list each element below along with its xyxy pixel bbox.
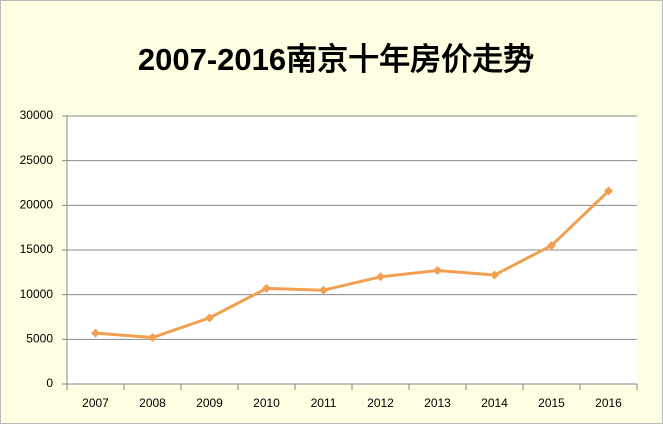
x-tick-label: 2010 xyxy=(253,396,280,410)
y-tick-label: 25000 xyxy=(20,153,54,167)
x-tick-label: 2011 xyxy=(311,396,337,410)
marker xyxy=(604,186,613,196)
marker xyxy=(148,333,157,343)
x-tick-label: 2008 xyxy=(139,396,166,410)
y-tick-label: 30000 xyxy=(20,108,54,122)
marker xyxy=(319,285,328,295)
marker xyxy=(205,313,214,323)
y-tick-label: 5000 xyxy=(26,332,53,346)
marker xyxy=(433,266,442,276)
marker xyxy=(490,270,499,280)
x-tick-label: 2016 xyxy=(595,396,622,410)
marker xyxy=(91,328,100,338)
x-tick-label: 2014 xyxy=(481,396,508,410)
marker xyxy=(262,283,271,293)
y-tick-label: 0 xyxy=(46,376,53,390)
marker xyxy=(547,241,556,251)
y-tick-label: 20000 xyxy=(20,198,54,212)
marker xyxy=(376,272,385,282)
y-tick-label: 15000 xyxy=(20,242,54,256)
line xyxy=(95,189,610,340)
x-tick-label: 2015 xyxy=(538,396,565,410)
y-tick-label: 10000 xyxy=(20,287,54,301)
chart-title: 2007-2016南京十年房价走势 xyxy=(138,42,534,77)
x-tick-label: 2007 xyxy=(82,396,109,410)
x-tick-label: 2009 xyxy=(196,396,223,410)
x-tick-label: 2013 xyxy=(424,396,451,410)
x-tick-label: 2012 xyxy=(367,396,394,410)
